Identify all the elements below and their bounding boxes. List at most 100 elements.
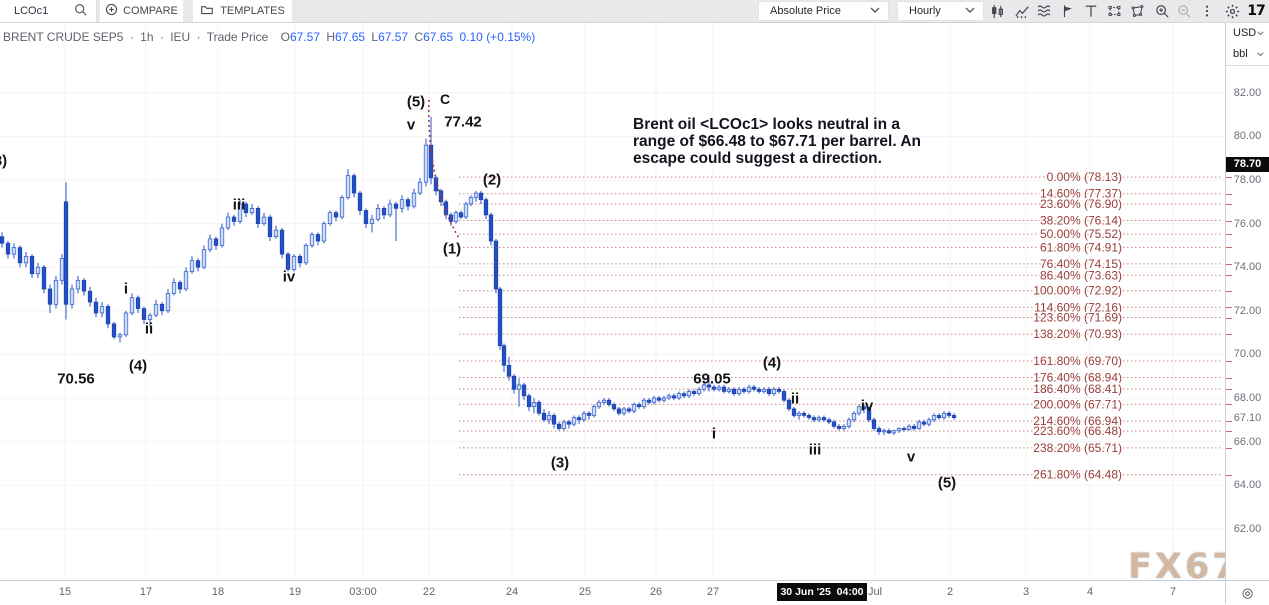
zoom-out-icon [1173, 0, 1195, 22]
currency-dropdown[interactable]: USD [1226, 22, 1269, 43]
symbol-header: BRENT CRUDE SEP5 · 1h · IEU · Trade Pric… [3, 30, 538, 44]
fib-level-label: 223.60% (66.48) [1033, 424, 1122, 438]
symbol-search-box[interactable]: LCOc1 [0, 0, 97, 22]
wave-label: (5) [407, 93, 425, 110]
wave-label: iv [861, 397, 874, 414]
more-options-icon[interactable] [1196, 0, 1218, 22]
fib-axis-tick [1226, 404, 1232, 406]
fib-axis-tick [1226, 177, 1232, 179]
rect-select-icon[interactable] [1103, 0, 1125, 22]
fib-axis-tick [1226, 317, 1232, 319]
polygon-tool-icon[interactable] [1126, 0, 1148, 22]
wave-label: (1) [443, 240, 461, 257]
wave-label: (4) [129, 357, 147, 374]
fib-axis-tick [1226, 360, 1232, 362]
text-tool-icon[interactable] [1080, 0, 1102, 22]
grid-lines [0, 22, 1225, 580]
target-icon: ◎ [1241, 584, 1254, 600]
high-label: H [326, 30, 336, 44]
price-tick-label: 64.00 [1233, 479, 1262, 492]
note-line: Brent oil <LCOc1> looks neutral in a [633, 116, 901, 133]
fib-axis-tick [1226, 247, 1232, 249]
interval-dropdown[interactable]: Hourly [897, 1, 984, 21]
fibonacci-levels [459, 176, 1223, 476]
elliott-wave-labels: (3)iiiiiiiv(4)70.56v(5)C77.42(1)(2)(3)69… [0, 91, 956, 491]
unit-selector-box: USD bbl [1226, 22, 1269, 66]
time-tick-label: 2 [946, 586, 954, 598]
candlestick-series [0, 116, 957, 436]
wave-label: 69.05 [693, 370, 731, 387]
wave-label: (3) [0, 152, 7, 169]
fib-level-label: 138.20% (70.93) [1033, 327, 1122, 341]
time-axis[interactable]: 30 Jun '25 04:00 15 17 18 19 03:00 22 24 25 26 27… [0, 580, 1225, 605]
time-tick-label: 19 [288, 586, 302, 598]
fib-level-label: 176.40% (68.94) [1033, 371, 1122, 385]
fib-axis-tick [1226, 234, 1232, 236]
wave-label: 77.42 [444, 113, 482, 130]
candlestick-style-icon[interactable] [986, 0, 1008, 22]
templates-button[interactable]: TEMPLATES [193, 0, 292, 22]
fib-level-label: 200.00% (67.71) [1033, 397, 1122, 411]
time-tick-label: 03:00 [349, 586, 377, 598]
close-label: C [414, 30, 424, 44]
settings-icon[interactable] [1221, 0, 1243, 22]
axis-settings-corner[interactable]: ◎ [1225, 580, 1269, 604]
wave-lines-icon[interactable] [1034, 0, 1056, 22]
unit-dropdown[interactable]: bbl [1226, 43, 1269, 64]
price-tick-label: 72.00 [1233, 304, 1262, 317]
price-tick-label: 82.00 [1233, 86, 1262, 99]
time-tick-label: 17 [139, 586, 153, 598]
time-tick-label: 24 [505, 586, 519, 598]
unit-label: bbl [1233, 47, 1248, 60]
wave-label: iii [233, 196, 246, 213]
time-tick-label: 3 [1022, 586, 1030, 598]
interval-label: 1h [140, 30, 154, 44]
low-value: 67.57 [378, 30, 409, 44]
flag-icon[interactable] [1057, 0, 1079, 22]
high-value: 67.65 [335, 30, 366, 44]
price-mode-dropdown[interactable]: Absolute Price [758, 1, 889, 21]
time-tick-label: 7 [1169, 586, 1177, 598]
fibonacci-labels: 0.00% (78.13) 14.60% (77.37)23.60% (76.90… [1032, 169, 1124, 484]
wave-label: i [712, 425, 716, 442]
price-axis[interactable]: USD bbl 78.70 82.00 80.00 78.00 76.00 74.00 7… [1225, 22, 1269, 580]
fib-level-label: 238.20% (65.71) [1033, 441, 1122, 455]
wave-label: i [124, 280, 128, 297]
tradingview-logo[interactable]: 17 [1247, 3, 1266, 19]
fib-axis-tick [1226, 203, 1232, 205]
wave-label: iii [809, 441, 822, 458]
fib-level-label: 0.00% (78.13) [1047, 170, 1122, 184]
wave-label: (5) [938, 474, 956, 491]
time-tick-label: 18 [211, 586, 225, 598]
zoom-in-icon[interactable] [1151, 0, 1173, 22]
wave-label: ii [791, 390, 799, 407]
separator: · [196, 30, 201, 44]
fib-level-label: 214.60% (66.94) [1033, 414, 1122, 428]
crosshair-price-badge: 78.70 [1226, 157, 1269, 173]
time-tick-label: Jul [867, 586, 883, 598]
chevron-down-icon [870, 5, 880, 17]
time-tick-label: 25 [578, 586, 592, 598]
fib-level-label: 50.00% (75.52) [1040, 227, 1122, 241]
close-value: 67.65 [423, 30, 454, 44]
fib-axis-tick [1226, 421, 1232, 423]
fib-level-label: 161.80% (69.70) [1033, 354, 1122, 368]
top-toolbar: LCOc1 COMPARE TEMPLATES Absolute Price H… [0, 0, 1269, 23]
compare-button[interactable]: COMPARE [100, 0, 183, 22]
fib-axis-tick [1226, 307, 1232, 309]
symbol-label: LCOc1 [14, 5, 49, 17]
fib-axis-tick [1226, 389, 1232, 391]
wave-label: 70.56 [57, 370, 95, 387]
crosshair-time-badge: 30 Jun '25 04:00 [777, 583, 867, 601]
indicators-icon[interactable] [1011, 0, 1033, 22]
exchange-label: IEU [170, 30, 191, 44]
wave-label: v [407, 116, 416, 133]
time-tick-label: 22 [422, 586, 436, 598]
fib-level-label: 100.00% (72.92) [1033, 284, 1122, 298]
chevron-down-icon [965, 5, 975, 17]
compare-label: COMPARE [123, 5, 178, 17]
open-label: O [280, 30, 290, 44]
fib-level-label: 61.80% (74.91) [1040, 240, 1122, 254]
plus-circle-icon [105, 3, 118, 19]
